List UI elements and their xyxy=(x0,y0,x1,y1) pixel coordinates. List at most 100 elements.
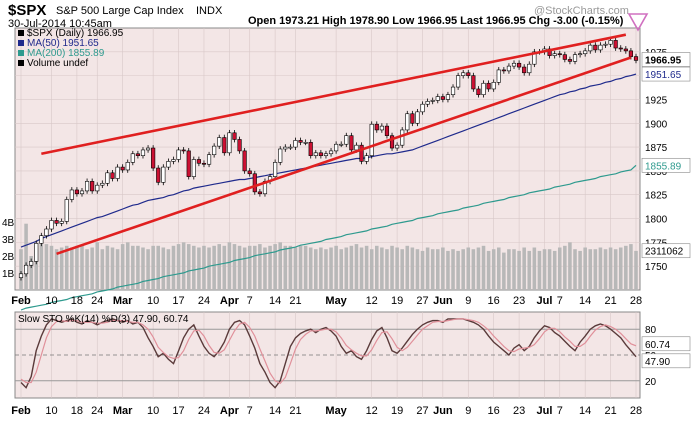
candle-body xyxy=(247,170,252,175)
osc-x-tick-label: 27 xyxy=(416,405,428,417)
candle-body xyxy=(303,142,308,144)
sto-k-tag: 47.90 xyxy=(645,357,670,368)
volume-bar xyxy=(522,247,526,290)
candle-body xyxy=(201,162,207,165)
candle-body xyxy=(476,88,481,95)
volume-bar xyxy=(375,245,379,290)
candle-body xyxy=(420,103,425,113)
volume-bar xyxy=(54,249,59,290)
volume-bar xyxy=(334,245,338,290)
volume-bar xyxy=(308,247,313,290)
x-tick-label: 16 xyxy=(488,295,500,307)
volume-bar xyxy=(608,247,613,290)
candle-body xyxy=(369,123,374,156)
candle-body xyxy=(120,166,125,171)
volume-bar xyxy=(110,247,115,290)
last-price-tag: 1966.95 xyxy=(645,55,682,66)
candle-body xyxy=(69,189,74,200)
volume-bar xyxy=(237,245,242,290)
volume-bar xyxy=(405,245,410,290)
candle-body xyxy=(496,69,501,83)
watermark: @StockCharts.com xyxy=(534,5,629,17)
candle-body xyxy=(552,53,557,56)
volume-bar xyxy=(502,252,506,290)
candle-body xyxy=(567,59,573,62)
candle-body xyxy=(125,162,130,171)
candle-body xyxy=(506,65,512,72)
volume-bar xyxy=(547,249,552,290)
volume-bar xyxy=(161,247,166,290)
osc-x-tick-label: 10 xyxy=(45,405,57,417)
legend-swatch xyxy=(18,50,24,56)
candle-body xyxy=(217,137,222,147)
x-tick-label: 7 xyxy=(557,295,563,307)
candle-body xyxy=(450,86,456,95)
candle-body xyxy=(389,135,395,149)
volume-bar xyxy=(34,247,39,290)
candle-body xyxy=(156,167,161,183)
x-tick-label: 27 xyxy=(416,295,428,307)
volume-bar xyxy=(49,245,54,290)
candle-body xyxy=(349,135,354,151)
candle-body xyxy=(74,189,79,195)
candle-body xyxy=(186,150,191,177)
candle-body xyxy=(227,132,232,154)
volume-bar xyxy=(227,242,232,290)
legend-entry: Volume undef xyxy=(27,58,88,69)
osc-x-tick-label: 28 xyxy=(630,405,642,417)
candle-body xyxy=(461,72,466,76)
candle-body xyxy=(278,148,283,163)
x-tick-label: 19 xyxy=(391,295,403,307)
price-y-tick: 1825 xyxy=(645,191,668,202)
candle-body xyxy=(364,155,369,162)
volume-axis-label: 3B xyxy=(2,235,15,246)
candle-body xyxy=(59,221,64,224)
volume-bar xyxy=(80,245,84,290)
candle-body xyxy=(572,54,578,62)
volume-bar xyxy=(578,250,582,290)
x-tick-label: 24 xyxy=(198,295,210,307)
x-tick-label: Feb xyxy=(11,295,31,307)
volume-bar xyxy=(242,247,247,290)
candle-body xyxy=(344,135,349,145)
candle-body xyxy=(328,150,334,155)
volume-bar xyxy=(532,247,537,290)
volume-bar xyxy=(90,247,94,290)
candle-body xyxy=(54,220,59,224)
volume-bar xyxy=(44,244,49,290)
volume-bar xyxy=(344,247,349,290)
volume-bar xyxy=(70,247,74,290)
candle-body xyxy=(608,40,613,45)
x-tick-label: 14 xyxy=(579,295,591,307)
candle-body xyxy=(64,199,69,222)
volume-bar xyxy=(568,242,572,290)
volume-bar xyxy=(39,244,44,290)
volume-bar xyxy=(430,249,435,290)
candle-body xyxy=(84,181,90,192)
candle-body xyxy=(527,63,532,74)
volume-axis-label: 2B xyxy=(2,252,15,263)
ma50-tag: 1951.65 xyxy=(645,70,682,81)
volume-bar xyxy=(593,249,598,290)
volume-bar xyxy=(517,250,521,290)
x-tick-label: 21 xyxy=(289,295,301,307)
x-tick-label: Jun xyxy=(433,295,453,307)
volume-bar xyxy=(415,249,420,290)
volume-bar xyxy=(222,245,227,290)
candle-body xyxy=(171,159,176,162)
volume-bar xyxy=(171,245,176,290)
candle-body xyxy=(105,172,110,184)
candle-body xyxy=(49,220,54,230)
osc-x-tick-label: Feb xyxy=(11,405,31,417)
candle-body xyxy=(44,228,49,236)
candle-body xyxy=(379,125,384,131)
volume-bar xyxy=(85,249,89,290)
candle-body xyxy=(232,132,237,140)
candle-body xyxy=(237,139,242,152)
volume-tag: 2311062 xyxy=(645,247,684,258)
volume-bar xyxy=(186,244,191,290)
ma200-tag-box xyxy=(641,157,691,173)
volume-bar xyxy=(253,245,257,290)
volume-bar xyxy=(349,245,354,290)
osc-x-tick-label: 21 xyxy=(289,405,301,417)
